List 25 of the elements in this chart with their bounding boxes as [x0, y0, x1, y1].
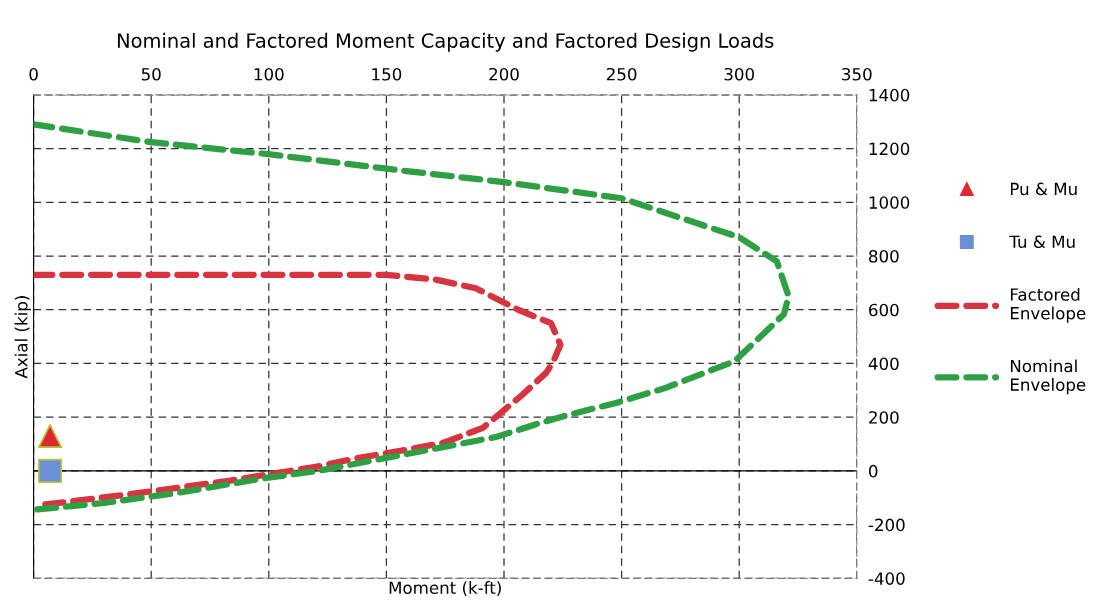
y-tick-label: 1000 — [869, 196, 910, 209]
y-axis-title: Axial (kip) — [14, 296, 31, 379]
x-tick-label: 100 — [254, 67, 284, 81]
y-tick-label: 200 — [869, 411, 899, 424]
x-tick-label: 50 — [141, 67, 161, 81]
x-axis-title: Moment (k-ft) — [389, 581, 501, 596]
y-tick-label: 800 — [869, 249, 899, 263]
y-tick-label: 1400 — [869, 88, 910, 102]
y-tick-label: -400 — [868, 572, 905, 585]
x-tick-label: 300 — [724, 67, 754, 81]
y-tick-label: 600 — [869, 303, 899, 317]
x-tick-label: 150 — [372, 67, 402, 81]
y-tick-label: 1200 — [869, 142, 910, 156]
y-tick-label: 0 — [869, 464, 878, 478]
x-tick-label: 350 — [842, 67, 872, 81]
legend-label: Pu & Mu — [1010, 182, 1077, 196]
legend-label: Factored Envelope — [1010, 287, 1086, 323]
y-tick-label: -200 — [868, 518, 905, 532]
legend-label: Nominal Envelope — [1010, 359, 1086, 395]
x-tick-label: 0 — [29, 67, 38, 81]
legend-label: Tu & Mu — [1009, 235, 1075, 249]
x-tick-label: 250 — [606, 67, 637, 81]
x-tick-label: 200 — [489, 67, 519, 81]
chart-title: Nominal and Factored Moment Capacity and Factored Design Loads — [117, 32, 774, 52]
y-tick-label: 400 — [868, 357, 899, 371]
